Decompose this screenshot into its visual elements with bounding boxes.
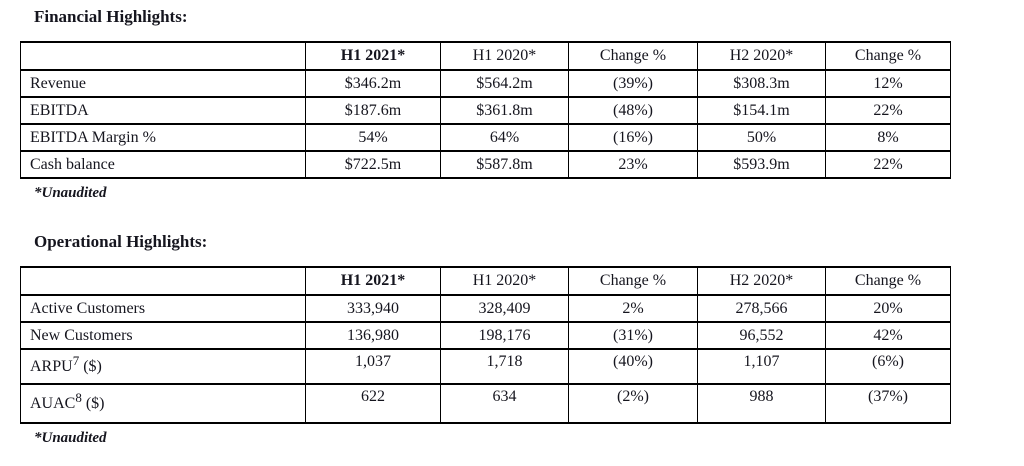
table-cell: 1,037: [305, 348, 441, 385]
section-title-operational: Operational Highlights:: [34, 232, 208, 251]
column-header: H1 2021*: [305, 41, 441, 71]
column-header: H2 2020*: [697, 41, 826, 71]
table-cell: (16%): [568, 123, 698, 152]
table-cell: $361.8m: [440, 96, 569, 125]
table-cell: (40%): [568, 348, 698, 385]
column-header: [20, 41, 306, 71]
column-header: H1 2020*: [440, 266, 569, 296]
table-row: Cash balance $722.5m $587.8m 23% $593.9m 22%: [20, 150, 951, 179]
footnote-reference: 7: [72, 353, 80, 369]
unaudited-footnote: *Unaudited: [34, 185, 107, 201]
financial-highlights-table: H1 2021* H1 2020* Change % H2 2020* Change %…: [20, 41, 951, 179]
table-cell: 328,409: [440, 294, 569, 323]
row-label: EBITDA Margin %: [20, 123, 306, 152]
table-cell: 12%: [825, 69, 951, 98]
row-label: ARPU7 ($): [20, 348, 306, 385]
table-cell: 20%: [825, 294, 951, 323]
table-cell: $346.2m: [305, 69, 441, 98]
unaudited-footnote: *Unaudited: [34, 430, 107, 446]
column-header: Change %: [568, 41, 698, 71]
document-page: Financial Highlights: H1 2021* H1 2020* Ch…: [0, 6, 1024, 447]
row-label: New Customers: [20, 321, 306, 350]
table-cell: 1,107: [697, 348, 826, 385]
table-cell: 634: [440, 383, 569, 424]
table-cell: 622: [305, 383, 441, 424]
table-cell: 988: [697, 383, 826, 424]
table-cell: $187.6m: [305, 96, 441, 125]
table-cell: (48%): [568, 96, 698, 125]
table-cell: 96,552: [697, 321, 826, 350]
row-label: Cash balance: [20, 150, 306, 179]
header-row: H1 2021* H1 2020* Change % H2 2020* Change %: [20, 41, 951, 71]
row-label: AUAC8 ($): [20, 383, 306, 424]
table-cell: (37%): [825, 383, 951, 424]
table-row: AUAC8 ($) 622 634 (2%) 988 (37%): [20, 383, 951, 424]
table-cell: 23%: [568, 150, 698, 179]
table-cell: 1,718: [440, 348, 569, 385]
table-row: New Customers 136,980 198,176 (31%) 96,552 42…: [20, 321, 951, 350]
table-cell: 50%: [697, 123, 826, 152]
table-cell: $564.2m: [440, 69, 569, 98]
table-row: Revenue $346.2m $564.2m (39%) $308.3m 12%: [20, 69, 951, 98]
column-header: H2 2020*: [697, 266, 826, 296]
table-cell: $722.5m: [305, 150, 441, 179]
column-header: H1 2020*: [440, 41, 569, 71]
table-cell: 54%: [305, 123, 441, 152]
table-cell: 278,566: [697, 294, 826, 323]
table-cell: 22%: [825, 150, 951, 179]
column-header: H1 2021*: [305, 266, 441, 296]
table-cell: 22%: [825, 96, 951, 125]
column-header: Change %: [825, 266, 951, 296]
table-cell: (2%): [568, 383, 698, 424]
table-row: ARPU7 ($) 1,037 1,718 (40%) 1,107 (6%): [20, 348, 951, 385]
table-row: EBITDA Margin % 54% 64% (16%) 50% 8%: [20, 123, 951, 152]
table-cell: 333,940: [305, 294, 441, 323]
table-cell: $587.8m: [440, 150, 569, 179]
table-cell: 136,980: [305, 321, 441, 350]
table-cell: (39%): [568, 69, 698, 98]
table-cell: (31%): [568, 321, 698, 350]
row-label: Revenue: [20, 69, 306, 98]
operational-highlights-table: H1 2021* H1 2020* Change % H2 2020* Change %…: [20, 266, 951, 424]
table-cell: 198,176: [440, 321, 569, 350]
financial-highlights-section: Financial Highlights: H1 2021* H1 2020* Ch…: [0, 6, 1024, 202]
table-cell: $308.3m: [697, 69, 826, 98]
header-row: H1 2021* H1 2020* Change % H2 2020* Change %: [20, 266, 951, 296]
section-title-financial: Financial Highlights:: [34, 7, 188, 26]
table-cell: (6%): [825, 348, 951, 385]
column-header: Change %: [825, 41, 951, 71]
table-row: Active Customers 333,940 328,409 2% 278,566 2…: [20, 294, 951, 323]
table-row: EBITDA $187.6m $361.8m (48%) $154.1m 22%: [20, 96, 951, 125]
table-cell: $593.9m: [697, 150, 826, 179]
table-cell: 42%: [825, 321, 951, 350]
table-cell: 64%: [440, 123, 569, 152]
table-cell: $154.1m: [697, 96, 826, 125]
column-header: Change %: [568, 266, 698, 296]
operational-highlights-section: Operational Highlights: H1 2021* H1 2020*…: [0, 231, 1024, 447]
table-cell: 2%: [568, 294, 698, 323]
row-label: Active Customers: [20, 294, 306, 323]
footnote-reference: 8: [75, 390, 82, 406]
row-label: EBITDA: [20, 96, 306, 125]
column-header: [20, 266, 306, 296]
table-cell: 8%: [825, 123, 951, 152]
